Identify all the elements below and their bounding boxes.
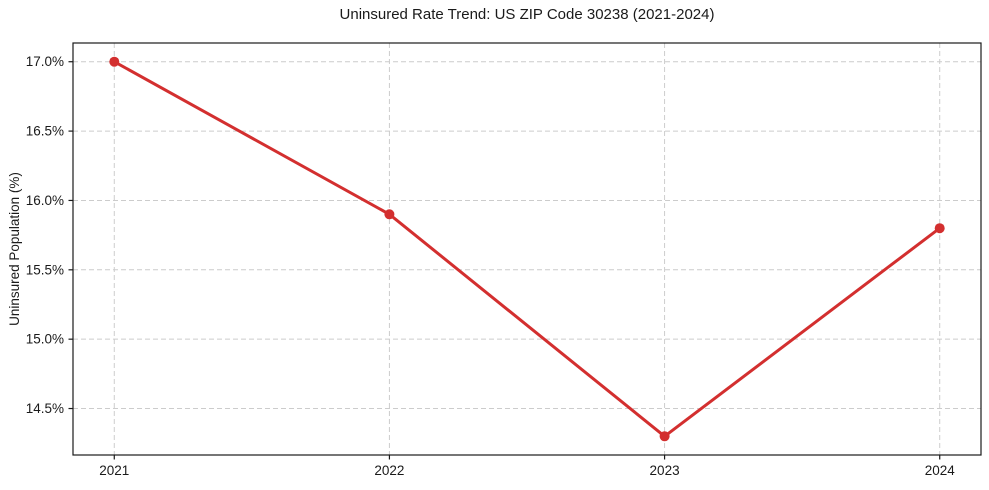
y-tick-label: 15.5% — [26, 262, 64, 277]
y-axis-label: Uninsured Population (%) — [7, 172, 22, 326]
plot-border — [72, 42, 982, 456]
data-point-marker — [109, 56, 120, 67]
y-tick-label: 16.0% — [26, 193, 64, 208]
x-tick-label: 2024 — [925, 463, 956, 478]
y-tick-label: 15.0% — [26, 332, 64, 347]
chart-title: Uninsured Rate Trend: US ZIP Code 30238 … — [339, 6, 715, 23]
y-tick-label: 16.5% — [26, 124, 64, 139]
data-point-marker — [384, 209, 395, 220]
y-tick-label: 14.5% — [26, 401, 64, 416]
x-tick-label: 2021 — [99, 463, 129, 478]
y-tick-label: 17.0% — [26, 54, 64, 69]
trend-line — [112, 60, 942, 438]
data-point-marker — [659, 431, 670, 442]
x-tick-label: 2022 — [374, 463, 404, 478]
data-point-marker — [934, 223, 945, 234]
x-tick-label: 2023 — [650, 463, 680, 478]
